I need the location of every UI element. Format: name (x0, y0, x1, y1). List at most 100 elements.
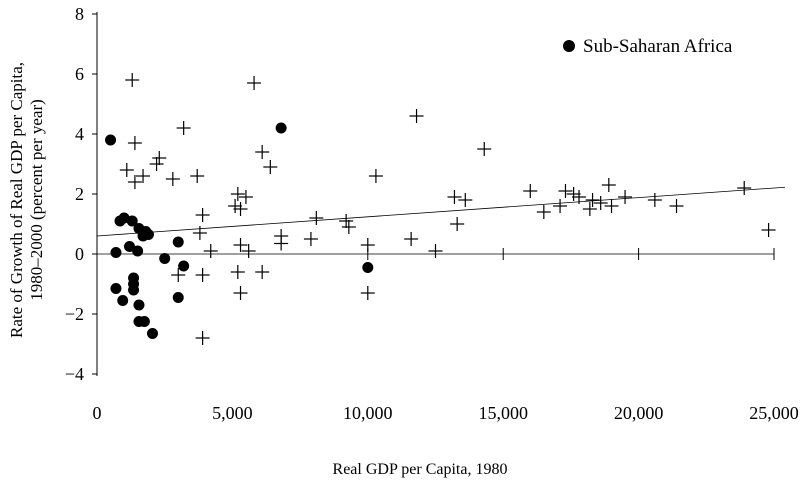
plus-point (450, 217, 465, 231)
y-tick-label: −4 (65, 364, 84, 384)
plus-point (136, 169, 151, 183)
y-axis-label-line-2: 1980–2000 (percent per year) (27, 99, 46, 301)
plus-point (233, 238, 248, 252)
x-tick-label: 5,000 (212, 403, 253, 423)
x-tick-label: 15,000 (478, 403, 528, 423)
plus-point (230, 265, 245, 279)
plus-point (228, 199, 243, 213)
plus-point (195, 208, 210, 222)
plus-point (341, 220, 356, 234)
plus-point (458, 193, 473, 207)
x-axis-tick-labels: 0 5,000 10,000 15,000 20,000 25,000 (93, 403, 799, 423)
plus-point (274, 236, 289, 251)
africa-point (133, 299, 145, 311)
africa-point (105, 134, 117, 146)
legend: Sub-Saharan Africa (563, 36, 733, 57)
plus-point (238, 190, 253, 204)
plus-point (241, 244, 256, 258)
plus-point (428, 244, 443, 258)
y-axis-label: Rate of Growth of Real GDP per Capita, 1… (7, 62, 46, 338)
africa-point (123, 241, 135, 252)
africa-point (147, 328, 159, 339)
africa-point (159, 253, 171, 264)
y-tick-label: 4 (75, 124, 84, 144)
y-tick-label: 0 (75, 244, 84, 264)
plus-point (477, 142, 492, 156)
plus-point (558, 184, 573, 198)
plus-point (127, 175, 142, 189)
y-axis: −4 −2 0 2 4 6 8 (65, 4, 98, 384)
plus-point (601, 178, 616, 192)
x-axis: 0 5,000 10,000 15,000 20,000 25,000 (93, 403, 799, 423)
plus-point (165, 172, 180, 186)
x-tick-label: 10,000 (343, 403, 393, 423)
africa-point (110, 283, 122, 294)
plus-point (360, 238, 375, 252)
plus-point (536, 205, 551, 219)
plus-point (195, 331, 210, 345)
plus-point (737, 181, 752, 195)
legend-marker-sub-saharan-africa (563, 40, 575, 52)
plus-point (192, 226, 207, 240)
africa-point (128, 284, 140, 296)
africa-point (138, 316, 150, 327)
y-tick-label: 2 (75, 184, 84, 204)
plus-point (553, 199, 568, 213)
plus-point (582, 202, 597, 216)
plus-point (171, 268, 186, 282)
plus-point (339, 214, 354, 228)
africa-point (275, 122, 287, 134)
plus-point (409, 109, 424, 123)
plus-point (368, 169, 383, 183)
plus-point (360, 286, 375, 300)
plus-point (309, 211, 324, 225)
africa-point (117, 295, 129, 306)
plus-point (669, 199, 684, 213)
plus-point (572, 190, 587, 204)
plus-point (176, 121, 191, 135)
plus-point (566, 187, 581, 201)
plus-point (303, 232, 318, 246)
africa-point (114, 215, 126, 227)
plus-point (203, 244, 218, 258)
plus-point (255, 265, 270, 279)
x-tick-label: 0 (93, 403, 102, 423)
x-tick-label: 25,000 (749, 403, 799, 423)
plus-point (149, 157, 164, 171)
plus-point (152, 151, 167, 165)
other-countries-points (119, 73, 776, 345)
plus-point (230, 187, 245, 201)
plus-point (263, 160, 278, 174)
plus-point (127, 136, 142, 150)
plus-point (233, 286, 248, 300)
x-tick-label: 20,000 (614, 403, 664, 423)
y-axis-ticks: −4 −2 0 2 4 6 8 (65, 4, 97, 384)
plus-point (618, 190, 633, 204)
africa-point (172, 292, 184, 303)
plus-point (523, 184, 538, 198)
y-tick-label: 6 (75, 64, 84, 84)
plus-point (647, 193, 662, 207)
plus-point (761, 223, 776, 237)
plus-point (447, 190, 462, 204)
plus-point (247, 76, 262, 90)
africa-point (126, 215, 138, 227)
africa-point (142, 229, 154, 240)
plus-point (255, 145, 270, 159)
plus-point (233, 202, 248, 216)
africa-point (172, 236, 184, 248)
plus-point (604, 199, 619, 213)
plus-point (119, 163, 134, 177)
legend-label-sub-saharan-africa: Sub-Saharan Africa (583, 36, 733, 57)
plus-point (190, 169, 205, 183)
plus-point (593, 196, 608, 210)
africa-point (362, 262, 374, 273)
y-axis-label-line-1: Rate of Growth of Real GDP per Capita, (7, 62, 26, 338)
y-tick-label: 8 (75, 4, 84, 24)
africa-point (110, 247, 122, 258)
y-tick-label: −2 (65, 304, 84, 324)
trend-line (96, 186, 786, 237)
sub-saharan-africa-points (105, 122, 374, 339)
africa-point (132, 245, 144, 257)
